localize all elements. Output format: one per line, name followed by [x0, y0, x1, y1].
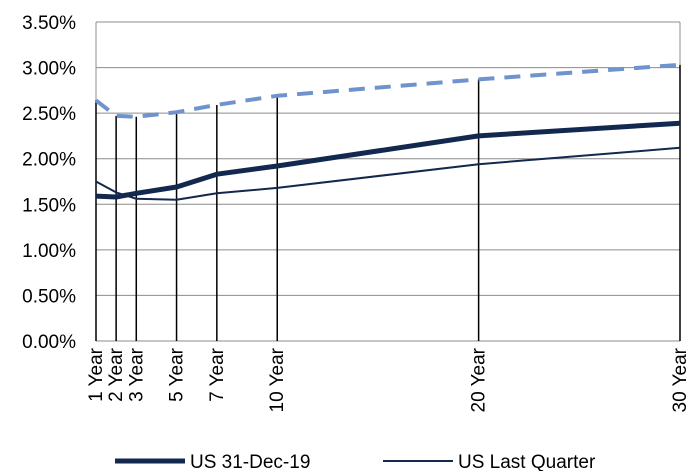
- y-tick-label: 2.00%: [22, 150, 76, 171]
- y-tick-label: 3.50%: [22, 13, 76, 34]
- x-tick-label: 7 Year: [207, 347, 228, 402]
- x-tick-label: 1 Year: [86, 347, 107, 402]
- x-tick-label: 10 Year: [267, 347, 288, 412]
- legend-label: US Last Quarter: [458, 452, 596, 471]
- y-tick-label: 2.50%: [22, 104, 76, 125]
- x-tick-label: 20 Year: [469, 347, 490, 412]
- series-line-2: [94, 62, 681, 119]
- legend-label: US 31-Dec-19: [190, 452, 310, 471]
- series-line-0: [95, 120, 681, 200]
- gridlines: [96, 21, 680, 342]
- y-tick-label: 1.00%: [22, 241, 76, 262]
- series-line-1: [95, 146, 681, 201]
- drop-lines: [95, 64, 681, 341]
- y-tick-label: 0.50%: [22, 286, 76, 307]
- x-tick-label: 3 Year: [126, 347, 147, 402]
- y-axis-tick-labels: 0.00% 0.50% 1.00% 1.50% 2.00% 2.50% 3.00% 3.50%: [22, 13, 76, 353]
- x-tick-label: 2 Year: [106, 347, 127, 402]
- y-tick-label: 1.50%: [22, 195, 76, 216]
- legend: US 31-Dec-19 US Last Quarter: [115, 452, 596, 471]
- y-tick-label: 3.00%: [22, 59, 76, 80]
- series-lines: [94, 62, 681, 201]
- x-tick-label: 5 Year: [167, 347, 188, 402]
- y-tick-label: 0.00%: [22, 332, 76, 353]
- x-axis-tick-labels: 1 Year 2 Year 3 Year 5 Year 7 Year 10 Year 20 …: [86, 347, 689, 412]
- x-tick-label: 30 Year: [670, 347, 689, 412]
